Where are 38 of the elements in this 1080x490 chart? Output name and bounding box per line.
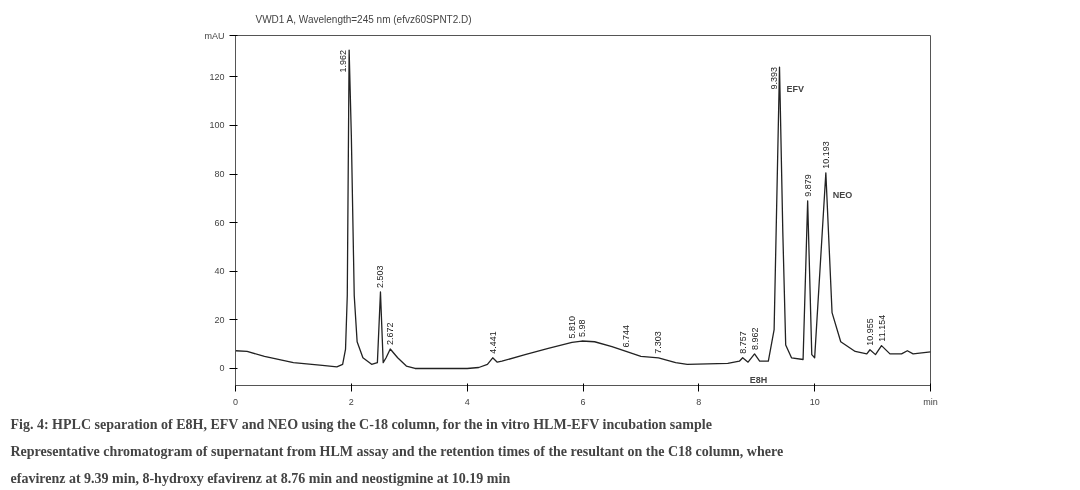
annotation: 2.672: [385, 322, 396, 346]
annotation: 10.193: [820, 141, 831, 169]
annotation: NEO: [832, 189, 853, 200]
y-tick-label: 120: [209, 71, 225, 82]
y-axis-title: mAU: [204, 30, 225, 41]
annotation: 4.441: [487, 331, 498, 354]
chart-title: VWD1 A, Wavelength=245 nm (efvz60SPNT2.D): [255, 13, 472, 25]
line-series: [235, 49, 931, 370]
caption: Fig. 4: HPLC separation of E8H, EFV and NEO using the C-18 column, for the in vitro HLM-EFV incubation sample: [10, 416, 712, 432]
y-tick-label: 20: [214, 314, 225, 325]
annotation: 11.154: [876, 314, 887, 342]
annotation: 5.810: [567, 315, 577, 339]
annotation: E8H: [749, 374, 768, 385]
annotation: 9.393: [768, 67, 779, 90]
x-axis-title: min: [923, 396, 938, 407]
annotation: 6.744: [621, 324, 632, 348]
x-tick-label: 2: [348, 396, 354, 407]
annotation: 5.98: [576, 319, 587, 338]
y-tick-label: 100: [209, 120, 225, 131]
text: Representative chromatogram of supernatant from HLM assay and the retention times of the resultant on the C18 column, where: [10, 443, 784, 459]
annotation: 8.962: [749, 327, 760, 350]
annotation: 10.955: [864, 318, 875, 346]
annotation: 7.303: [653, 331, 664, 354]
x-tick-label: 4: [464, 396, 470, 407]
x-tick-label: 6: [580, 396, 586, 407]
annotation: 8.757: [737, 331, 748, 354]
x-tick-label: 0: [233, 396, 239, 407]
y-tick-label: 0: [219, 363, 225, 374]
annotation: 9.879: [802, 174, 813, 197]
annotation: 2.503: [375, 265, 386, 288]
y-tick-label: 80: [214, 169, 225, 180]
text: efavirenz at 9.39 min, 8-hydroxy efavirenz at 8.76 min and neostigmine at 10.19 min: [10, 470, 511, 486]
x-tick-label: 10: [809, 396, 820, 407]
annotation: 1.962: [338, 50, 349, 73]
y-tick-label: 60: [214, 217, 225, 228]
y-tick-label: 40: [214, 266, 225, 277]
annotation: EFV: [786, 84, 805, 95]
x-tick-label: 8: [696, 396, 702, 407]
